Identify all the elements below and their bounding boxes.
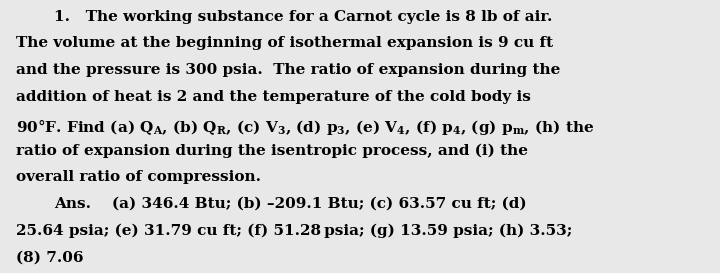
Text: overall ratio of compression.: overall ratio of compression. <box>16 170 261 184</box>
Text: Ans.    (a) 346.4 Btu; (b) –209.1 Btu; (c) 63.57 cu ft; (d): Ans. (a) 346.4 Btu; (b) –209.1 Btu; (c) … <box>54 197 526 211</box>
Text: (8) 7.06: (8) 7.06 <box>16 250 84 264</box>
Text: 90$\degree$F. Find (a) Q$_\mathregular{A}$, (b) Q$_\mathregular{R}$, (c) V$_\mat: 90$\degree$F. Find (a) Q$_\mathregular{A… <box>16 117 594 136</box>
Text: The volume at the beginning of isothermal expansion is 9 cu ft: The volume at the beginning of isotherma… <box>16 36 553 50</box>
Text: addition of heat is 2 and the temperature of the cold body is: addition of heat is 2 and the temperatur… <box>16 90 531 104</box>
Text: and the pressure is 300 psia.  The ratio of expansion during the: and the pressure is 300 psia. The ratio … <box>16 63 560 77</box>
Text: 25.64 psia; (e) 31.79 cu ft; (f) 51.28 psia; (g) 13.59 psia; (h) 3.53;: 25.64 psia; (e) 31.79 cu ft; (f) 51.28 p… <box>16 224 572 238</box>
Text: 1.   The working substance for a Carnot cycle is 8 lb of air.: 1. The working substance for a Carnot cy… <box>54 10 552 23</box>
Text: ratio of expansion during the isentropic process, and (i) the: ratio of expansion during the isentropic… <box>16 143 528 158</box>
